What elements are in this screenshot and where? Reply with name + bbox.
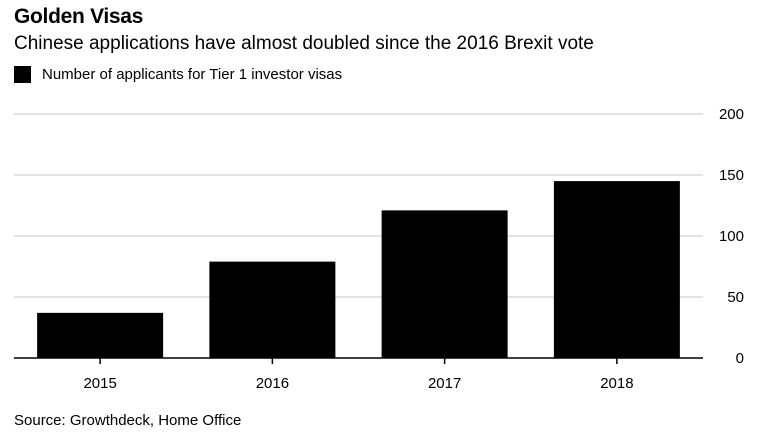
source-note: Source: Growthdeck, Home Office bbox=[14, 412, 242, 429]
y-tick-label: 100 bbox=[719, 228, 744, 245]
bar-2015 bbox=[37, 312, 164, 358]
x-tick-label: 2017 bbox=[428, 375, 461, 392]
bars bbox=[37, 181, 680, 358]
y-tick-label: 50 bbox=[727, 289, 744, 306]
y-tick-label: 150 bbox=[719, 167, 744, 184]
x-tick-label: 2015 bbox=[83, 375, 116, 392]
legend-label: Number of applicants for Tier 1 investor… bbox=[42, 66, 343, 83]
bar-2017 bbox=[381, 210, 508, 358]
bar-2016 bbox=[209, 261, 336, 358]
chart-title: Golden Visas bbox=[14, 5, 144, 28]
bar-2018 bbox=[553, 181, 680, 358]
legend-swatch bbox=[14, 66, 31, 83]
chart-subtitle: Chinese applications have almost doubled… bbox=[14, 33, 594, 54]
axes: 0 50 100 150 200 2015 2016 2017 2018 bbox=[14, 106, 744, 392]
chart-legend: Number of applicants for Tier 1 investor… bbox=[14, 66, 342, 83]
x-tick-label: 2018 bbox=[600, 375, 633, 392]
y-tick-label: 0 bbox=[736, 350, 744, 367]
y-tick-label: 200 bbox=[719, 106, 744, 123]
x-tick-label: 2016 bbox=[256, 375, 289, 392]
